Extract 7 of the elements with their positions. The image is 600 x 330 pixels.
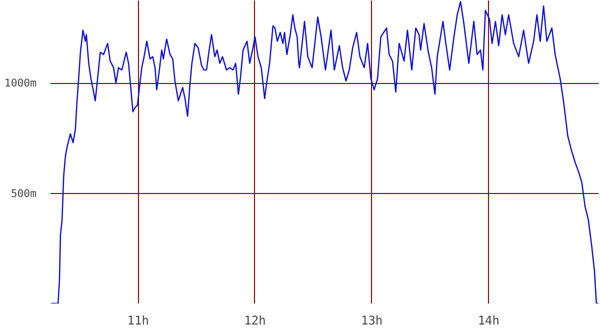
line-series bbox=[50, 1, 598, 304]
x-tick-label: 12h bbox=[244, 314, 266, 328]
y-tick-label: 1000m bbox=[4, 76, 36, 90]
y-tick-label: 500m bbox=[10, 186, 37, 200]
x-tick-label: 14h bbox=[478, 314, 500, 328]
x-tick-label: 13h bbox=[360, 314, 383, 328]
x-tick-label: 11h bbox=[127, 314, 149, 328]
